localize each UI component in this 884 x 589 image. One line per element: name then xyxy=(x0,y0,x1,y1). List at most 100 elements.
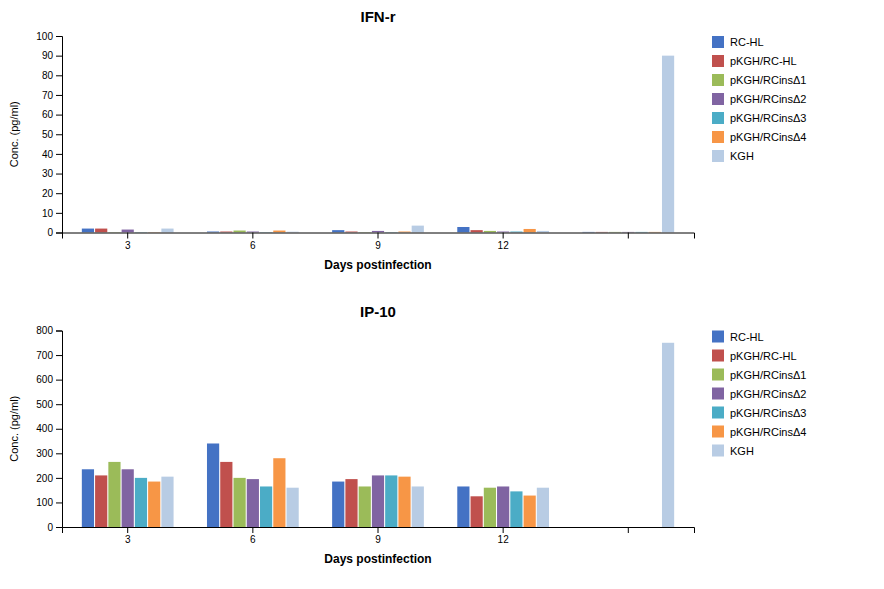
y-tick: 90 xyxy=(42,50,62,61)
bar xyxy=(372,231,384,233)
bar xyxy=(457,486,469,527)
bar xyxy=(273,458,285,527)
legend-label: pKGH/RCinsΔ2 xyxy=(730,388,806,400)
bar xyxy=(220,231,232,232)
x-tick: 6 xyxy=(250,527,256,545)
y-tick-mark xyxy=(56,527,62,528)
y-tick-label: 100 xyxy=(36,31,53,42)
legend-label: pKGH/RCinsΔ3 xyxy=(730,407,806,419)
bar xyxy=(622,231,634,232)
y-tick: 10 xyxy=(42,208,62,219)
bar xyxy=(332,230,344,232)
bar xyxy=(609,527,621,528)
x-tick: 12 xyxy=(498,233,510,251)
legend-label: pKGH/RC-HL xyxy=(730,55,797,67)
y-tick-label: 90 xyxy=(42,50,54,61)
bar xyxy=(247,479,259,527)
y-tick-mark xyxy=(56,233,62,234)
x-tick-mark xyxy=(503,527,504,533)
legend-swatch xyxy=(712,150,724,162)
x-tick: 6 xyxy=(250,233,256,251)
y-tick-label: 10 xyxy=(42,208,54,219)
legend-item: pKGH/RCinsΔ2 xyxy=(712,388,806,400)
y-tick-label: 0 xyxy=(47,522,53,533)
bar xyxy=(260,232,272,233)
x-tick-label: 6 xyxy=(250,534,256,545)
legend-item: pKGH/RCinsΔ1 xyxy=(712,74,806,86)
bar xyxy=(596,231,608,232)
y-tick-mark xyxy=(56,453,62,454)
legend-swatch xyxy=(712,93,724,105)
x-tick xyxy=(628,233,629,239)
bar xyxy=(108,462,120,527)
bar xyxy=(359,232,371,233)
y-tick-mark xyxy=(56,134,62,135)
panel: 369120102030405060708090100IFN-rDays pos… xyxy=(8,8,806,272)
bar xyxy=(148,482,160,527)
y-tick-mark xyxy=(56,174,62,175)
legend-item: RC-HL xyxy=(712,331,764,343)
x-tick-mark xyxy=(127,233,128,239)
bar xyxy=(537,488,549,527)
bar xyxy=(484,231,496,233)
legend-swatch xyxy=(712,445,724,457)
y-tick-label: 300 xyxy=(36,448,53,459)
legend-swatch xyxy=(712,426,724,438)
x-tick-mark xyxy=(628,233,629,239)
bar xyxy=(233,231,245,233)
x-tick-mark xyxy=(628,527,629,533)
y-tick-mark xyxy=(56,154,62,155)
y-tick-label: 100 xyxy=(36,497,53,508)
y-tick: 300 xyxy=(36,448,62,459)
bar xyxy=(345,479,357,527)
legend-swatch xyxy=(712,74,724,86)
bar xyxy=(662,343,674,527)
y-tick: 800 xyxy=(36,325,62,336)
x-tick: 9 xyxy=(375,527,381,545)
bar xyxy=(148,232,160,233)
bar xyxy=(649,231,661,232)
bar xyxy=(484,488,496,527)
x-tick: 12 xyxy=(498,527,510,545)
x-tick: 3 xyxy=(125,233,131,251)
legend-label: KGH xyxy=(730,150,754,162)
bar xyxy=(287,231,299,232)
legend-item: pKGH/RC-HL xyxy=(712,55,797,67)
y-tick: 100 xyxy=(36,497,62,508)
y-tick-mark xyxy=(56,95,62,96)
y-axis-title: Conc. (pg/ml) xyxy=(8,396,20,462)
bar xyxy=(582,527,594,528)
bar xyxy=(233,478,245,527)
legend-swatch xyxy=(712,55,724,67)
y-tick-label: 80 xyxy=(42,70,54,81)
legend-swatch xyxy=(712,331,724,343)
legend-label: RC-HL xyxy=(730,36,764,48)
bar xyxy=(398,231,410,232)
legend-item: pKGH/RCinsΔ3 xyxy=(712,112,806,124)
bar xyxy=(622,527,634,528)
y-tick-mark xyxy=(56,56,62,57)
bar xyxy=(635,527,647,528)
bar xyxy=(207,443,219,527)
legend-item: KGH xyxy=(712,445,754,457)
bar xyxy=(287,488,299,527)
bar xyxy=(95,229,107,233)
bar xyxy=(471,496,483,527)
y-tick-label: 0 xyxy=(47,227,53,238)
bar xyxy=(524,229,536,233)
bar xyxy=(596,527,608,528)
y-tick-label: 800 xyxy=(36,325,53,336)
legend-item: pKGH/RCinsΔ1 xyxy=(712,369,806,381)
y-tick-mark xyxy=(56,36,62,37)
bar xyxy=(510,231,522,232)
bar xyxy=(122,469,134,527)
y-tick-label: 400 xyxy=(36,423,53,434)
bar xyxy=(273,231,285,233)
bar xyxy=(385,475,397,527)
bar xyxy=(385,232,397,233)
y-tick: 200 xyxy=(36,473,62,484)
y-axis-line xyxy=(56,331,63,528)
legend-label: pKGH/RC-HL xyxy=(730,350,797,362)
bar xyxy=(457,227,469,233)
legend-item: KGH xyxy=(712,150,754,162)
